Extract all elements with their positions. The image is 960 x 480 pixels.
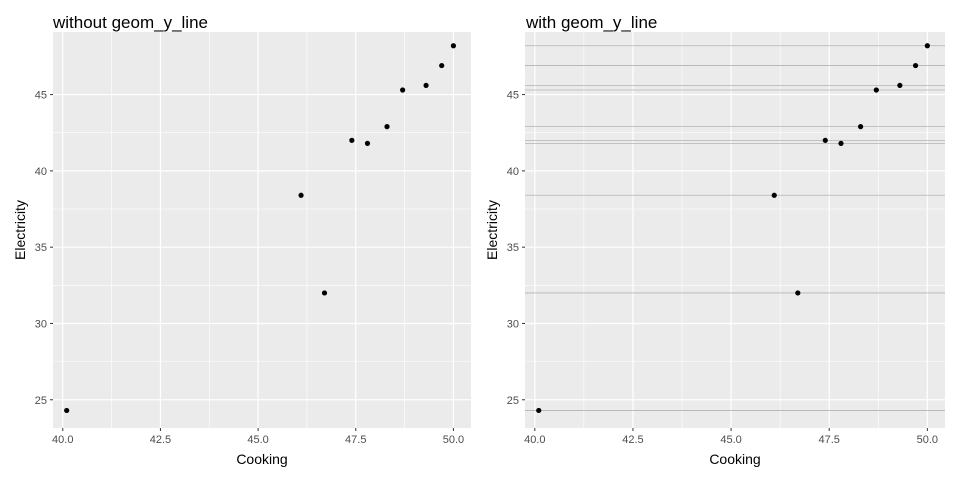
data-point bbox=[321, 290, 328, 296]
data-point bbox=[64, 407, 70, 414]
y-tick-label: 40 bbox=[35, 166, 47, 178]
data-point bbox=[536, 407, 542, 414]
y-tick-label: 25 bbox=[507, 395, 519, 407]
data-point bbox=[400, 87, 406, 93]
data-point bbox=[924, 43, 930, 49]
x-axis-title: Cooking bbox=[236, 451, 287, 467]
y-tick-label: 25 bbox=[35, 395, 47, 407]
y-tick-label: 35 bbox=[35, 242, 47, 254]
chart-without-geom-y-line: 40.0 42.5 45.0 47.5 50.0 25 30 35 40 45 without ge… bbox=[12, 13, 471, 467]
y-tick-label: 40 bbox=[507, 166, 519, 178]
data-point bbox=[912, 62, 919, 69]
x-tick-label: 40.0 bbox=[52, 434, 73, 446]
x-tick-label: 50.0 bbox=[443, 434, 464, 446]
chart-with-geom-y-line: 40.0 42.5 45.0 47.5 50.0 25 30 35 40 45 with geom_… bbox=[484, 13, 945, 467]
x-tick-label: 42.5 bbox=[150, 434, 171, 446]
data-point bbox=[364, 140, 371, 146]
data-point bbox=[439, 62, 445, 69]
data-point bbox=[858, 124, 864, 130]
x-tick-label: 47.5 bbox=[818, 434, 839, 446]
data-point bbox=[822, 137, 828, 143]
chart-title: without geom_y_line bbox=[52, 13, 208, 32]
data-point bbox=[423, 82, 429, 89]
data-point bbox=[771, 192, 777, 198]
y-axis-title: Electricity bbox=[484, 200, 500, 260]
x-tick-label: 45.0 bbox=[247, 434, 268, 446]
y-tick-label: 30 bbox=[35, 318, 47, 330]
data-point bbox=[838, 140, 844, 146]
x-tick-label: 47.5 bbox=[345, 434, 366, 446]
x-tick-label: 40.0 bbox=[524, 434, 545, 446]
x-axis-title: Cooking bbox=[709, 451, 760, 467]
data-point bbox=[873, 87, 879, 93]
y-axis-title: Electricity bbox=[12, 200, 28, 260]
x-tick-label: 42.5 bbox=[622, 434, 643, 446]
x-tick-label: 50.0 bbox=[917, 434, 938, 446]
x-tick-label: 45.0 bbox=[720, 434, 741, 446]
data-point bbox=[795, 290, 801, 296]
data-point bbox=[349, 137, 355, 143]
data-point bbox=[384, 124, 390, 130]
plot-panel bbox=[525, 32, 945, 428]
chart-title: with geom_y_line bbox=[525, 13, 657, 32]
y-tick-label: 35 bbox=[507, 242, 519, 254]
y-tick-label: 45 bbox=[507, 90, 519, 102]
y-tick-label: 30 bbox=[507, 318, 519, 330]
y-tick-label: 45 bbox=[35, 90, 47, 102]
data-point bbox=[450, 43, 457, 49]
data-point bbox=[298, 192, 304, 198]
plot-panel bbox=[53, 32, 471, 428]
data-point bbox=[897, 82, 903, 89]
